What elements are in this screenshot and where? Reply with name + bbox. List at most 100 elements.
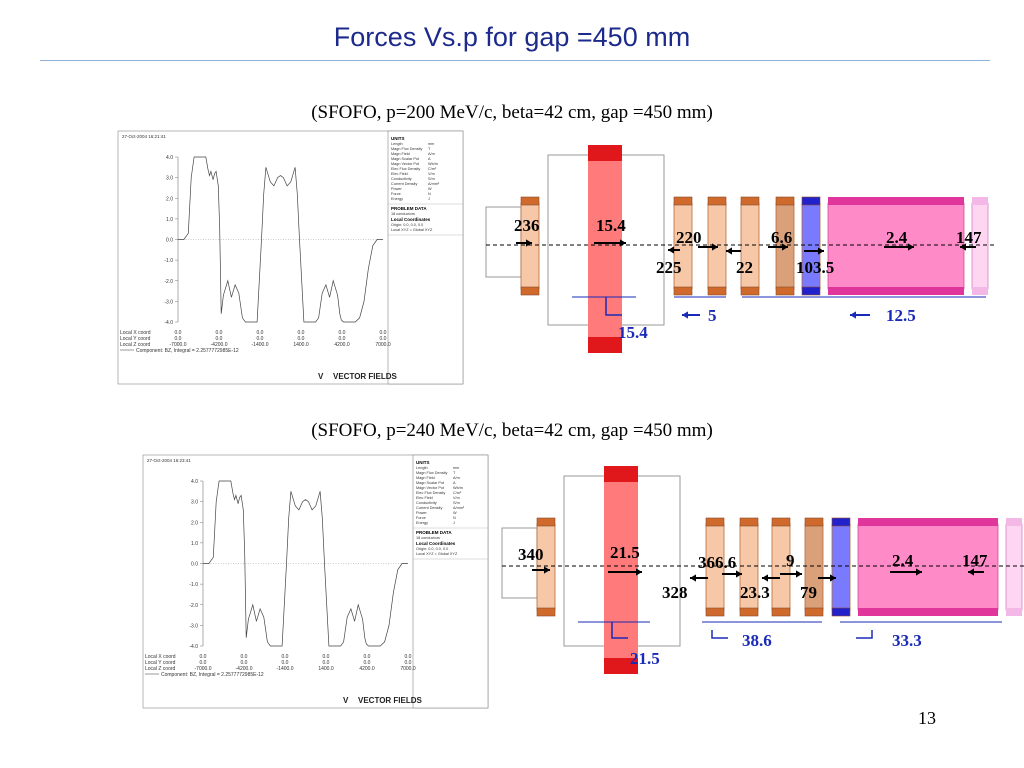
coil-left-top-cap: [520, 196, 540, 206]
disp-arrow-2: [856, 630, 873, 639]
info-unit-name: Current Density: [391, 182, 417, 186]
coil-a-bottom-cap: [705, 607, 725, 617]
force-arrow-coil-a-head: [736, 570, 742, 578]
plot-coord-value: 0.0: [405, 660, 412, 666]
plot-y-tick-label: 1.0: [166, 217, 173, 223]
force-label-big-pink: 2.4: [886, 228, 908, 247]
plot-coord-value: 0.0: [323, 660, 330, 666]
info-unit-name: Elec Field: [416, 496, 433, 500]
plot-coord-value: 1400.0: [293, 342, 309, 348]
rf-coil-body: [604, 466, 638, 674]
title-divider: [40, 60, 990, 61]
panel-2-subtitle: (SFOFO, p=240 MeV/c, beta=42 cm, gap =45…: [311, 420, 713, 441]
coil-b-top-cap: [739, 517, 759, 527]
info-unit-value: mm: [428, 142, 434, 146]
info-unit-value: N: [453, 516, 456, 520]
info-unit-name: Elec Field: [391, 172, 408, 176]
info-unit-name: Magn Scalar Pot: [416, 481, 445, 485]
coil-c-top-cap: [740, 196, 760, 206]
force-label-coil-c: 23.3: [740, 583, 770, 602]
info-unit-name: Energy: [416, 521, 428, 525]
coil-b-bottom-cap: [707, 286, 727, 296]
force-label-big-pink: 2.4: [892, 551, 914, 570]
plot-y-tick-label: -1.0: [189, 582, 198, 588]
plot-coord-value: 0.0: [380, 330, 387, 336]
plot-y-tick-label: 0.0: [166, 238, 173, 244]
info-unit-name: Conductivity: [416, 501, 437, 505]
info-problem-header: PROBLEM DATA: [391, 206, 427, 211]
plot-component: Component: BZ, Integral = 2.2577772985E-…: [136, 348, 239, 354]
plot-y-tick-label: 0.0: [191, 562, 198, 568]
info-unit-value: J: [453, 521, 455, 525]
plot-y-tick-label: 2.0: [166, 196, 173, 202]
coil-big-pink-top-cap: [828, 197, 964, 205]
force-label-coil-e: 103.5: [796, 258, 834, 277]
field-plot-1: 27-Oct-2004 16:21:41 4.0 3.0 2.0 1.0 0.0 -1.0 -…: [117, 130, 464, 385]
plot-info-frame: [387, 130, 464, 385]
force-label-coil-a-lower: 328: [662, 583, 688, 602]
plot-coord-value: 1400.0: [318, 666, 334, 672]
plot-y-tick-label: 4.0: [166, 155, 173, 161]
coil-left-bottom-cap: [536, 607, 556, 617]
plot-coord-value: 0.0: [200, 654, 207, 660]
disp-label-2: 12.5: [886, 306, 916, 325]
info-unit-value: Wb/m: [428, 162, 438, 166]
coil-d-bottom-cap: [804, 607, 824, 617]
plot-coord-value: 0.0: [298, 330, 305, 336]
plot-coord-value: 0.0: [282, 660, 289, 666]
coil-end-light: [1005, 523, 1023, 611]
info-unit-name: Current Density: [416, 506, 442, 510]
coil-d-top-cap: [804, 517, 824, 527]
plot-coord-value: 0.0: [257, 336, 264, 342]
plot-y-tick-label: -4.0: [189, 644, 198, 650]
plot-coord-value: 0.0: [364, 660, 371, 666]
force-label-coil-left: 236: [514, 216, 540, 235]
slide-title: Forces Vs.p for gap =450 mm: [333, 22, 691, 52]
force-arrow-coil-a-lower-head: [668, 246, 674, 254]
info-unit-value: T: [428, 147, 431, 151]
plot-coord-value: -1400.0: [252, 342, 269, 348]
info-unit-name: Power: [416, 511, 427, 515]
info-unit-value: mm: [453, 466, 459, 470]
plot-y-tick-label: -1.0: [164, 258, 173, 264]
info-unit-value: C/m²: [428, 167, 437, 171]
force-arrow-big-pink-head: [916, 568, 922, 576]
force-label-coil-c: 22: [736, 258, 753, 277]
plot-coord-label: Local Z coord: [145, 666, 176, 672]
force-arrow-big-pink-head: [908, 243, 914, 251]
force-arrow-coil-c-head: [762, 574, 768, 582]
coil-d-bottom-cap: [775, 286, 795, 296]
force-arrow-coil-e-head: [830, 574, 836, 582]
disp-label-2: 33.3: [892, 631, 922, 650]
disp-arrow-2-head: [850, 311, 856, 319]
plot-coord-value: 0.0: [257, 330, 264, 336]
plot-y-tick-label: 1.0: [191, 541, 198, 547]
plot-coord-value: 4200.0: [334, 342, 350, 348]
plot-y-tick-label: 2.0: [191, 520, 198, 526]
info-unit-value: Wb/m: [453, 486, 463, 490]
info-unit-name: Energy: [391, 197, 403, 201]
force-arrow-coil-a-lower-head: [690, 574, 696, 582]
force-label-coil-a: 220: [676, 228, 702, 247]
plot-y-tick-label: -2.0: [189, 603, 198, 609]
coil-e-top-cap: [801, 196, 821, 206]
force-label-coil-d: 6.6: [771, 228, 792, 247]
force-label-rf: 21.5: [610, 543, 640, 562]
info-units-header: UNITS: [391, 136, 405, 141]
plot-date: 27-Oct-2004 16:21:41: [122, 134, 166, 139]
force-arrow-coil-d-head: [782, 243, 788, 251]
vector-fields-logo: VECTOR FIELDS: [333, 372, 398, 381]
plot-coord-value: 7000.0: [375, 342, 391, 348]
info-local-header: Local Coordinates: [416, 541, 456, 546]
rf-coil-bottom-cap: [588, 337, 622, 353]
disp-label-1: 38.6: [742, 631, 772, 650]
force-arrow-coil-left-head: [544, 566, 550, 574]
plot-coord-label: Local X coord: [120, 330, 151, 336]
plot-coord-label: Local Y coord: [120, 336, 151, 342]
disp-label-rf: 15.4: [618, 323, 648, 342]
force-arrow-coil-e-head: [818, 247, 824, 255]
plot-coord-value: 0.0: [175, 330, 182, 336]
info-unit-value: V/m: [428, 172, 435, 176]
plot-y-tick-label: -2.0: [164, 279, 173, 285]
plot-y-tick-label: 3.0: [166, 176, 173, 182]
